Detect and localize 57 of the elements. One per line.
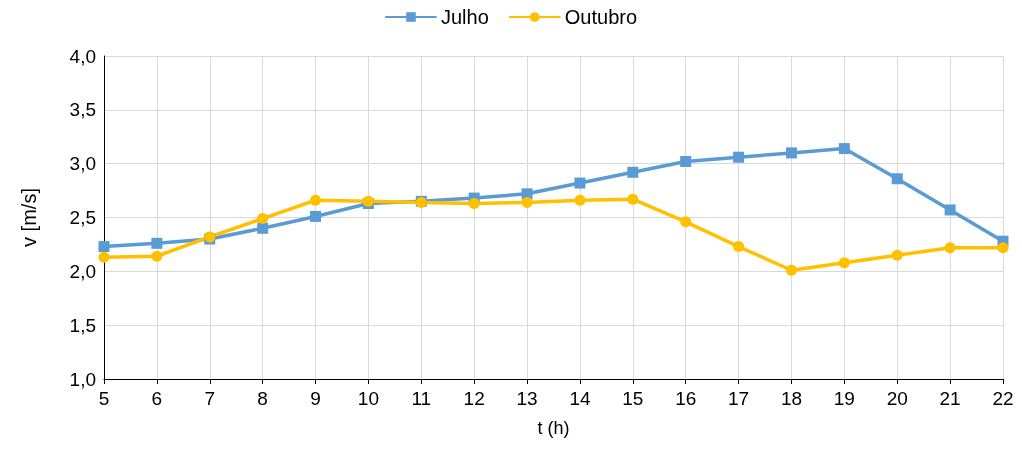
point (944, 204, 956, 216)
point (310, 194, 322, 206)
legend-label: Julho (440, 6, 489, 28)
x-tick-label: 10 (357, 388, 379, 409)
point (680, 156, 692, 168)
y-axis-title: v [m/s] (18, 188, 40, 247)
y-tick-label: 2,5 (69, 207, 96, 228)
point (997, 242, 1009, 254)
y-tick-label: 1,0 (69, 368, 96, 390)
x-tick-label: 22 (992, 388, 1014, 409)
x-tick-label: 20 (886, 388, 908, 409)
point (785, 147, 797, 159)
x-tick-label: 15 (622, 388, 644, 409)
point (838, 143, 850, 155)
y-tick-label: 3,5 (69, 99, 96, 121)
point (680, 216, 692, 228)
point (733, 151, 745, 163)
point (627, 193, 639, 205)
point (257, 213, 269, 225)
y-tick-label: 2,0 (69, 260, 96, 282)
x-axis-title: t (h) (537, 418, 570, 438)
point (733, 241, 745, 253)
point (98, 251, 110, 263)
x-tick-label: 9 (310, 388, 321, 409)
point (521, 188, 533, 200)
x-tick-label: 16 (675, 388, 697, 409)
x-tick-label: 5 (98, 388, 110, 409)
point (891, 249, 903, 261)
point (468, 198, 480, 209)
point (257, 222, 269, 234)
point (521, 196, 533, 208)
x-tick-label: 8 (257, 388, 268, 409)
x-tick-label: 11 (411, 388, 432, 409)
y-tick-label: 3,0 (69, 153, 96, 175)
x-tick-label: 12 (463, 388, 485, 409)
point (151, 250, 163, 262)
x-tick-label: 17 (728, 388, 750, 409)
point (151, 237, 163, 249)
y-tick-label: 4,0 (69, 45, 96, 67)
point (310, 210, 322, 222)
x-tick-label: 6 (151, 388, 163, 409)
point (627, 166, 639, 178)
x-tick-label: 14 (569, 388, 591, 409)
point (891, 173, 903, 185)
point (944, 242, 956, 254)
point (574, 177, 586, 189)
legend-label: Outubro (564, 6, 638, 28)
x-tick-label: 21 (939, 388, 961, 409)
x-tick-label: 7 (204, 388, 216, 409)
point (98, 241, 110, 253)
point (838, 257, 850, 269)
point (574, 194, 586, 206)
x-tick-label: 19 (833, 388, 855, 409)
x-tick-label: 18 (780, 388, 803, 409)
point (785, 264, 797, 276)
x-tick-label: 13 (516, 388, 538, 409)
y-tick-label: 1,5 (69, 314, 96, 336)
